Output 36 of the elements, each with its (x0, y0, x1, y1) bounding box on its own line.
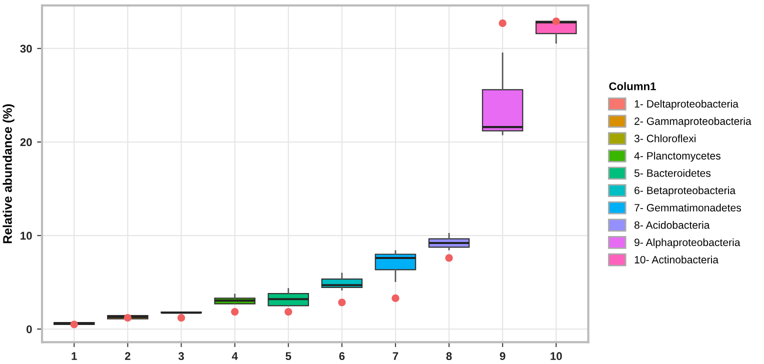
legend-label: 7- Gemmatimonadetes (634, 204, 742, 212)
x-tick-label: 3 (178, 352, 184, 360)
x-tick-label: 7 (392, 352, 398, 360)
y-tick-label: 0 (26, 325, 32, 334)
x-tick-label: 1 (72, 352, 77, 360)
x-tick-label: 2 (125, 352, 130, 360)
legend-label: 6- Betaproteobacteria (634, 186, 736, 196)
x-tick-label: 6 (339, 352, 345, 360)
legend-label: 9- Alphaproteobacteria (634, 238, 740, 248)
legend-label: 5- Bacteroidetes (634, 169, 711, 177)
x-tick-label: 8 (446, 352, 452, 360)
y-tick-label: 30 (20, 44, 32, 53)
point (231, 308, 239, 316)
x-tick-label: 9 (500, 352, 506, 360)
x-tick-label: 10 (550, 352, 562, 360)
point (498, 19, 506, 28)
point (177, 314, 186, 322)
legend-label: 10- Actinobacteria (634, 256, 719, 264)
x-tick-label: 4 (232, 352, 238, 360)
legend-label: 3- Chloroflexi (634, 134, 696, 142)
point (392, 294, 400, 302)
point (338, 298, 346, 306)
legend-title: Column1 (609, 82, 656, 90)
legend-label: 4- Planctomycetes (634, 152, 720, 162)
point (552, 18, 560, 26)
y-tick-label: 20 (20, 138, 32, 146)
y-tick-label: 10 (20, 232, 32, 240)
point (70, 320, 78, 328)
legend-label: 1- Deltaproteobacteria (634, 100, 738, 110)
point (445, 254, 453, 262)
x-tick-label: 5 (286, 352, 292, 360)
legend-label: 8- Acidobacteria (634, 221, 710, 229)
point (124, 314, 132, 322)
legend-label: 2- Gammaproteobacteria (634, 117, 752, 128)
y-axis-title: Relative abundance (%) (2, 104, 14, 244)
point (284, 308, 292, 316)
